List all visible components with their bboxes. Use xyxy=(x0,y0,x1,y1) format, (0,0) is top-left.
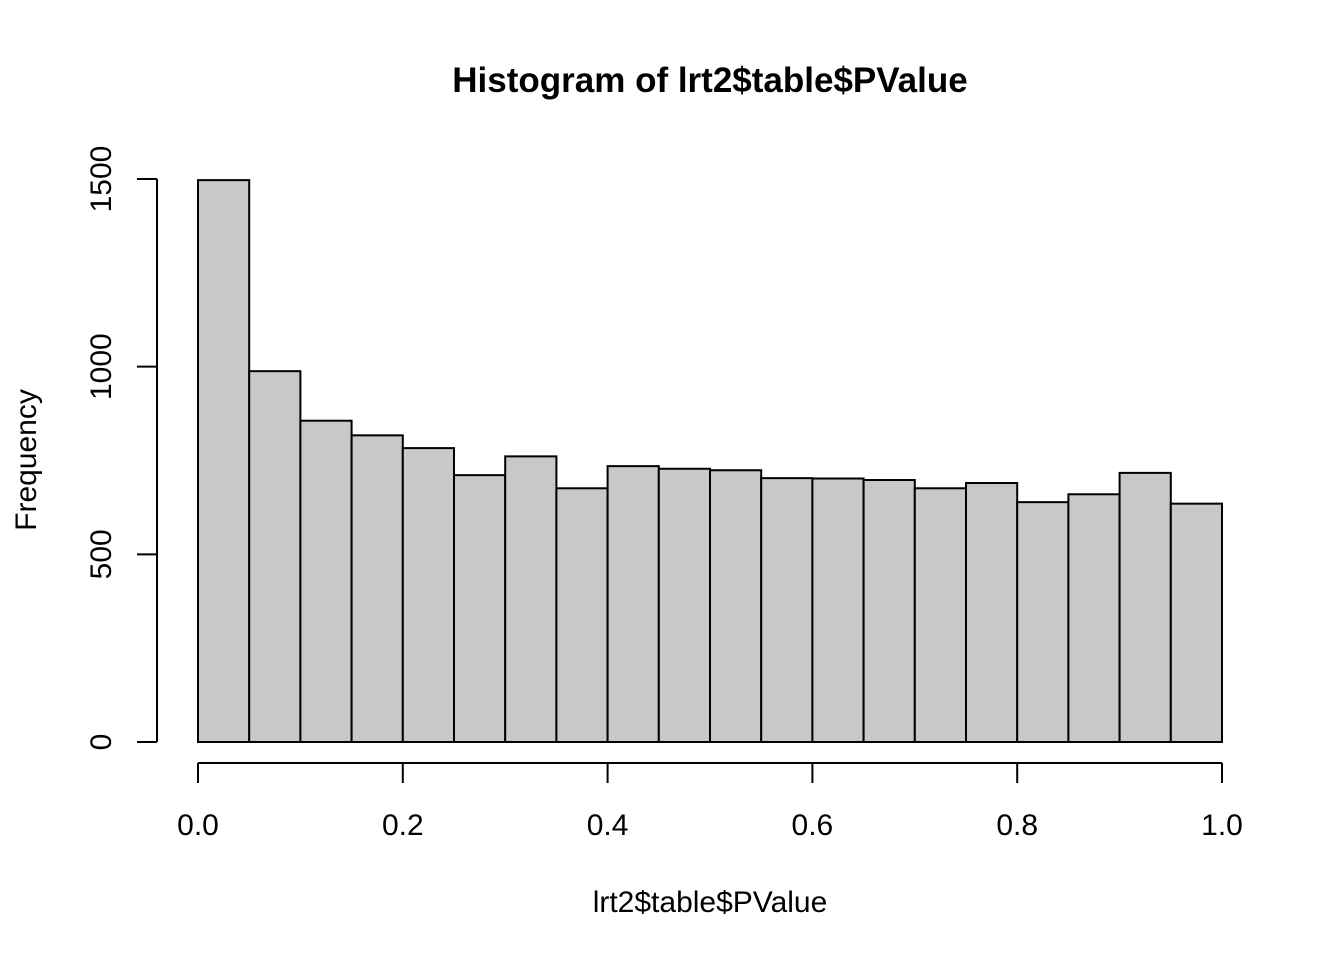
histogram-bar xyxy=(401,447,455,743)
y-tick-label: 500 xyxy=(85,529,118,579)
histogram-bar xyxy=(1118,471,1172,743)
histogram-bar xyxy=(350,434,404,743)
histogram-bar xyxy=(965,482,1019,743)
histogram-bar xyxy=(197,179,251,744)
x-tick-label: 0.0 xyxy=(177,809,219,842)
y-tick-label: 1000 xyxy=(85,333,118,400)
histogram-bar xyxy=(1067,493,1121,743)
histogram-bar xyxy=(709,469,763,743)
y-axis: 0 500 1000 1500 xyxy=(85,146,158,751)
histogram-bar xyxy=(1169,502,1224,743)
histogram-bar xyxy=(862,479,916,743)
y-tick-label: 1500 xyxy=(85,146,118,213)
histogram-bar xyxy=(606,465,660,743)
x-tick-label: 0.8 xyxy=(996,809,1038,842)
histogram-bar xyxy=(453,474,507,743)
histogram-bar xyxy=(299,419,353,743)
histogram-bar xyxy=(1016,501,1070,743)
x-axis-label: lrt2$table$PValue xyxy=(593,886,828,919)
histogram-bar xyxy=(657,467,711,743)
chart-title: Histogram of lrt2$table$PValue xyxy=(452,61,967,100)
x-tick-label: 0.2 xyxy=(382,809,424,842)
x-axis: 0.0 0.2 0.4 0.6 0.8 1.0 xyxy=(177,762,1243,842)
x-tick-label: 0.6 xyxy=(792,809,834,842)
histogram-bar xyxy=(811,477,865,743)
histogram-bar xyxy=(248,370,302,743)
x-tick-label: 0.4 xyxy=(587,809,629,842)
histogram-bar xyxy=(913,487,967,743)
y-tick-label: 0 xyxy=(85,734,118,751)
bars-group xyxy=(197,179,1224,744)
histogram-bar xyxy=(555,487,609,743)
histogram-bar xyxy=(504,455,558,743)
histogram-bar xyxy=(760,477,814,743)
x-tick-label: 1.0 xyxy=(1201,809,1243,842)
y-axis-label: Frequency xyxy=(10,389,43,531)
